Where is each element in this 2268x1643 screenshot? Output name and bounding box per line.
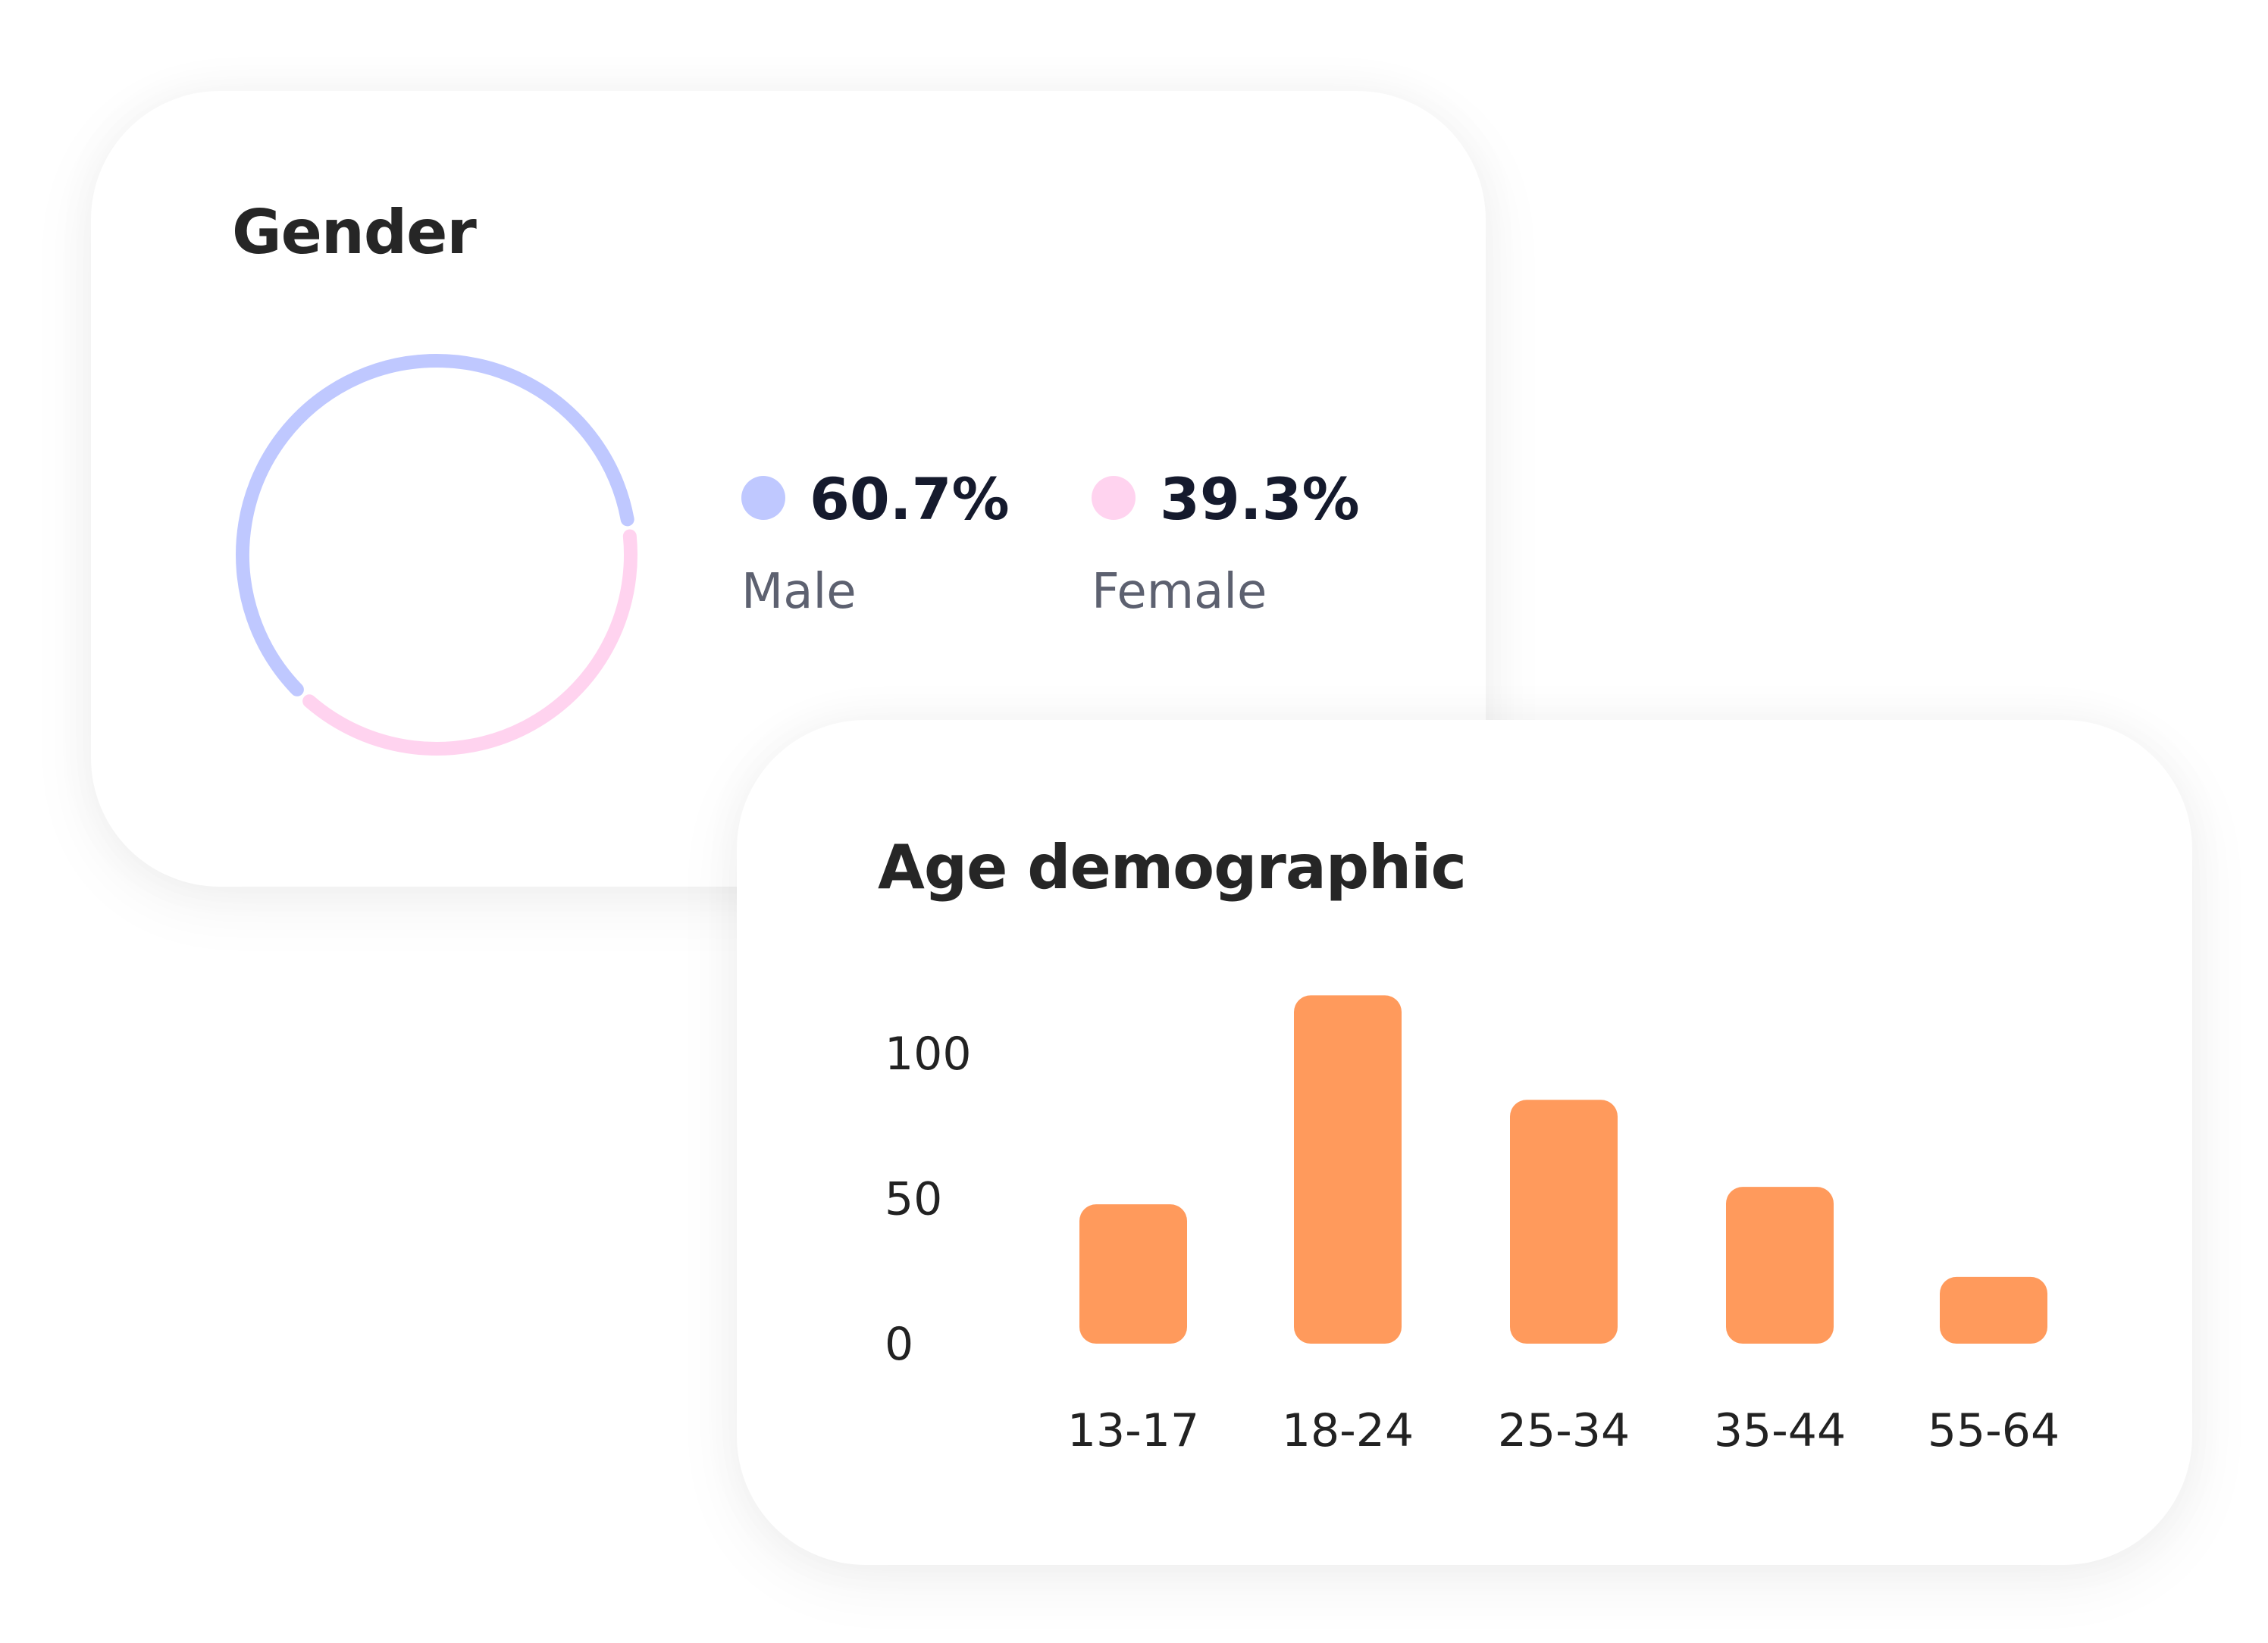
donut-slice-male [236, 354, 634, 696]
bar-18-24 [1294, 995, 1402, 1344]
x-tick-label: 25-34 [1498, 1404, 1630, 1457]
bar-25-34 [1510, 1100, 1618, 1344]
bar-35-44 [1726, 1187, 1834, 1344]
gender-card-title: Gender [232, 197, 477, 268]
age-card-title: Age demographic [878, 832, 1467, 903]
male-color-dot [741, 476, 785, 520]
x-tick-label: 55-64 [1928, 1404, 2060, 1457]
x-tick-label: 18-24 [1282, 1404, 1414, 1457]
y-tick-label: 50 [885, 1173, 942, 1226]
x-tick-label: 13-17 [1067, 1404, 1199, 1457]
donut-slice-female [302, 529, 637, 756]
male-label: Male [741, 564, 857, 620]
age-card: 0 50 100 13-17 18-24 25-34 35-44 55-64 Age demo… [737, 720, 2192, 1565]
gender-donut-chart [236, 354, 637, 756]
bar-13-17 [1079, 1204, 1187, 1344]
age-bar-chart: 0 50 100 13-17 18-24 25-34 35-44 55-64 [885, 995, 2060, 1457]
female-color-dot [1092, 476, 1136, 520]
x-tick-label: 35-44 [1714, 1404, 1846, 1457]
y-tick-label: 0 [885, 1318, 913, 1371]
female-percent: 39.3% [1160, 465, 1360, 533]
female-label: Female [1092, 564, 1267, 620]
bar-55-64 [1940, 1276, 2047, 1344]
y-tick-label: 100 [885, 1028, 972, 1081]
male-percent: 60.7% [810, 465, 1010, 533]
